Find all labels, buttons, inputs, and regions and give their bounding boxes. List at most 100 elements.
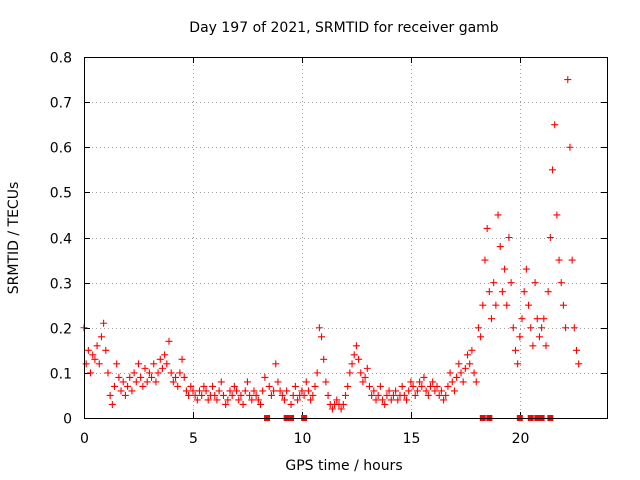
data-point	[252, 391, 260, 399]
data-point	[154, 369, 162, 377]
data-point	[455, 360, 463, 368]
data-point	[187, 382, 195, 390]
data-point	[167, 369, 175, 377]
data-point	[217, 378, 225, 386]
y-tick-label: 0.1	[50, 367, 72, 383]
data-point	[381, 400, 389, 408]
data-point	[328, 405, 336, 413]
data-point	[525, 301, 533, 309]
data-point	[237, 391, 245, 399]
data-point	[119, 378, 127, 386]
data-point	[180, 373, 188, 381]
data-point	[564, 76, 572, 84]
data-point	[222, 400, 230, 408]
data-point	[342, 391, 349, 399]
plot-frame	[84, 57, 608, 419]
data-point	[400, 391, 408, 399]
data-point	[355, 355, 363, 363]
data-point	[185, 391, 193, 399]
data-point	[535, 333, 543, 341]
data-point	[555, 256, 563, 264]
data-point	[320, 355, 328, 363]
data-point	[174, 382, 182, 390]
data-point	[542, 342, 550, 350]
data-point	[403, 396, 411, 404]
data-point	[520, 288, 528, 296]
data-point	[117, 387, 125, 395]
data-point	[389, 391, 397, 399]
data-point	[559, 301, 567, 309]
data-point	[450, 387, 458, 395]
data-point	[200, 382, 208, 390]
data-point	[311, 382, 319, 390]
y-tick-label: 0.4	[50, 232, 72, 248]
data-point	[307, 396, 315, 404]
data-point	[411, 391, 419, 399]
data-point	[298, 387, 306, 395]
data-point	[470, 369, 478, 377]
data-point	[370, 387, 378, 395]
data-point	[261, 373, 269, 381]
data-point	[496, 243, 504, 251]
data-point	[132, 378, 140, 386]
data-point	[191, 391, 199, 399]
data-point	[422, 387, 430, 395]
data-point	[228, 391, 236, 399]
data-point	[248, 396, 256, 404]
data-point	[82, 360, 90, 368]
data-point	[474, 324, 482, 332]
data-point	[549, 166, 557, 174]
data-point	[100, 319, 108, 327]
data-point	[416, 378, 424, 386]
data-point	[104, 369, 112, 377]
data-point	[361, 373, 369, 381]
data-point	[540, 315, 548, 323]
data-point	[566, 143, 574, 151]
data-point	[457, 369, 465, 377]
data-point	[359, 378, 367, 386]
data-point	[501, 265, 509, 273]
data-point	[213, 396, 221, 404]
data-point	[322, 378, 330, 386]
data-point	[148, 373, 156, 381]
data-point	[479, 301, 487, 309]
data-point	[346, 369, 354, 377]
data-point	[494, 211, 502, 219]
data-point	[259, 387, 267, 395]
data-point	[294, 396, 302, 404]
data-point	[431, 387, 439, 395]
data-point	[464, 351, 472, 359]
data-point	[485, 288, 493, 296]
grid	[84, 57, 607, 418]
data-point	[115, 373, 123, 381]
data-point	[459, 378, 467, 386]
data-point	[442, 391, 450, 399]
data-point	[113, 360, 121, 368]
data-point	[169, 378, 177, 386]
data-point	[239, 400, 247, 408]
data-point	[246, 391, 254, 399]
data-point	[392, 387, 400, 395]
data-point	[551, 121, 559, 129]
data-point	[291, 382, 299, 390]
data-point	[150, 360, 158, 368]
data-point	[433, 382, 441, 390]
data-point	[102, 346, 110, 354]
data-point	[413, 387, 421, 395]
data-point	[304, 387, 312, 395]
data-point	[152, 378, 160, 386]
data-point	[398, 382, 406, 390]
data-point	[235, 396, 243, 404]
data-point	[333, 396, 341, 404]
chart-title: Day 197 of 2021, SRMTID for receiver gam…	[189, 20, 499, 36]
data-point	[318, 333, 326, 341]
data-point	[195, 387, 203, 395]
data-point	[126, 373, 134, 381]
data-point	[448, 378, 456, 386]
data-point	[522, 265, 530, 273]
data-point	[368, 391, 376, 399]
data-point	[324, 391, 332, 399]
data-point	[429, 378, 437, 386]
data-point	[365, 382, 373, 390]
data-point	[278, 391, 286, 399]
